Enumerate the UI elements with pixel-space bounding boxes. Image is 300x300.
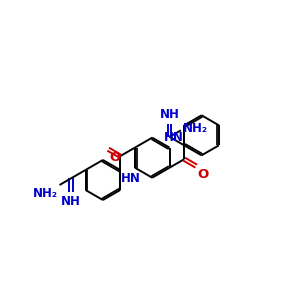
Text: HN: HN (121, 172, 141, 184)
Text: NH₂: NH₂ (33, 187, 58, 200)
Text: HN: HN (164, 131, 183, 144)
Text: NH₂: NH₂ (182, 122, 207, 135)
Text: O: O (198, 168, 209, 182)
Text: NH: NH (61, 195, 81, 208)
Text: O: O (110, 151, 121, 164)
Text: NH: NH (160, 108, 179, 121)
